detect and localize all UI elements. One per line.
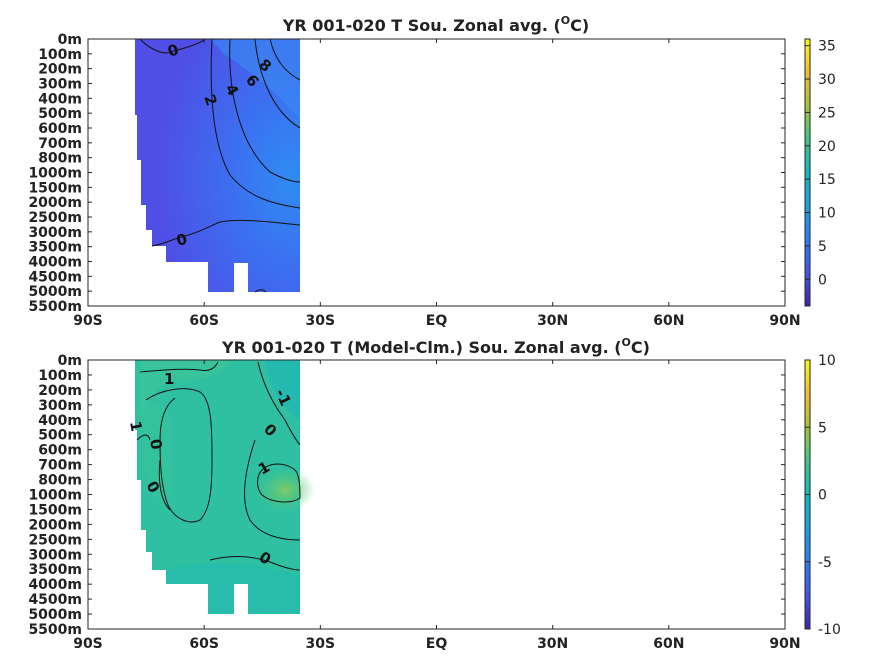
y-tick-label: 800m xyxy=(38,151,82,167)
colorbar-tick-label: 10 xyxy=(818,353,836,369)
y-tick-label: 3500m xyxy=(28,562,82,578)
y-tick-label: 5000m xyxy=(28,284,82,300)
colorbar-tick-label: 0 xyxy=(818,272,827,288)
y-tick-label: 2500m xyxy=(28,532,82,548)
bottom-x-axis: 90S 60S 30S EQ 30N 60N 90N xyxy=(73,360,801,652)
bottom-contour-label: 1 xyxy=(164,370,174,388)
y-tick-label: 500m xyxy=(38,106,82,122)
y-tick-label: 300m xyxy=(38,398,82,414)
top-field xyxy=(135,39,300,292)
x-tick-label: 90N xyxy=(769,636,800,652)
y-tick-label: 4000m xyxy=(28,577,82,593)
y-tick-label: 600m xyxy=(38,121,82,137)
colorbar-tick-label: 35 xyxy=(818,39,836,55)
y-tick-label: 5500m xyxy=(28,299,82,315)
y-tick-label: 600m xyxy=(38,443,82,459)
y-tick-label: 1000m xyxy=(28,166,82,182)
colorbar-tick-label: 5 xyxy=(818,420,827,436)
y-tick-label: 400m xyxy=(38,91,82,107)
x-tick-label: 30S xyxy=(306,636,336,652)
y-tick-label: 4000m xyxy=(28,255,82,271)
y-tick-label: 200m xyxy=(38,62,82,78)
x-tick-label: 90S xyxy=(73,313,103,329)
colorbar-tick-label: -5 xyxy=(818,555,832,571)
y-tick-label: 1500m xyxy=(28,180,82,196)
top-y-axis: 0m100m200m300m400m500m600m700m800m1000m1… xyxy=(28,32,785,315)
y-tick-label: 1500m xyxy=(28,502,82,518)
y-tick-label: 700m xyxy=(38,458,82,474)
y-tick-label: 3000m xyxy=(28,547,82,563)
x-tick-label: 60N xyxy=(653,636,684,652)
y-tick-label: 5500m xyxy=(28,622,82,638)
x-tick-label: 60S xyxy=(189,636,219,652)
top-contour-label: 0 xyxy=(174,230,189,250)
y-tick-label: 2000m xyxy=(28,195,82,211)
y-tick-label: 3500m xyxy=(28,240,82,256)
bottom-contour-label: 0 xyxy=(146,438,166,451)
bottom-field xyxy=(135,360,315,614)
y-tick-label: 0m xyxy=(58,353,82,369)
y-tick-label: 3000m xyxy=(28,225,82,241)
x-tick-label: 30N xyxy=(537,313,568,329)
bottom-colorbar: 10 5 0 -5 -10 xyxy=(804,353,841,638)
x-tick-label: 90S xyxy=(73,636,103,652)
y-tick-label: 500m xyxy=(38,428,82,444)
colorbar-tick-label: 20 xyxy=(818,139,836,155)
y-tick-label: 100m xyxy=(38,47,82,63)
colorbar-tick-label: 30 xyxy=(818,72,836,88)
y-tick-label: 800m xyxy=(38,473,82,489)
y-tick-label: 5000m xyxy=(28,607,82,623)
colorbar-tick-label: 5 xyxy=(818,239,827,255)
y-tick-label: 200m xyxy=(38,383,82,399)
bottom-y-axis: 0m100m200m300m400m500m600m700m800m1000m1… xyxy=(28,353,785,638)
x-tick-label: EQ xyxy=(426,313,448,329)
y-tick-label: 4500m xyxy=(28,592,82,608)
bottom-panel: YR 001-020 T (Model-Clm.) Sou. Zonal avg… xyxy=(28,336,840,652)
bottom-title: YR 001-020 T (Model-Clm.) Sou. Zonal avg… xyxy=(221,336,650,357)
y-tick-label: 400m xyxy=(38,413,82,429)
y-tick-label: 0m xyxy=(58,32,82,48)
y-tick-label: 2000m xyxy=(28,517,82,533)
top-panel: YR 001-020 T Sou. Zonal avg. (OC) 0 2 4 … xyxy=(28,14,835,329)
x-tick-label: 60S xyxy=(189,313,219,329)
x-tick-label: 30N xyxy=(537,636,568,652)
top-title: YR 001-020 T Sou. Zonal avg. (OC) xyxy=(282,14,589,35)
colorbar-tick-label: -10 xyxy=(818,622,841,638)
colorbar-tick-label: 0 xyxy=(818,488,827,504)
bottom-contour-label: 1 xyxy=(126,420,146,433)
y-tick-label: 300m xyxy=(38,77,82,93)
bottom-contour-label: -1 xyxy=(271,386,294,409)
x-tick-label: 90N xyxy=(769,313,800,329)
colorbar-tick-label: 15 xyxy=(818,172,836,188)
colorbar-tick-label: 25 xyxy=(818,105,836,121)
top-colorbar: 35 30 25 20 15 10 5 0 xyxy=(804,38,836,307)
x-tick-label: EQ xyxy=(426,636,448,652)
colorbar-tick-label: 10 xyxy=(818,206,836,222)
x-tick-label: 30S xyxy=(306,313,336,329)
top-x-axis: 90S 60S 30S EQ 30N 60N 90N xyxy=(73,39,801,329)
x-tick-label: 60N xyxy=(653,313,684,329)
y-tick-label: 1000m xyxy=(28,488,82,504)
y-tick-label: 4500m xyxy=(28,269,82,285)
y-tick-label: 100m xyxy=(38,368,82,384)
y-tick-label: 700m xyxy=(38,136,82,152)
y-tick-label: 2500m xyxy=(28,210,82,226)
